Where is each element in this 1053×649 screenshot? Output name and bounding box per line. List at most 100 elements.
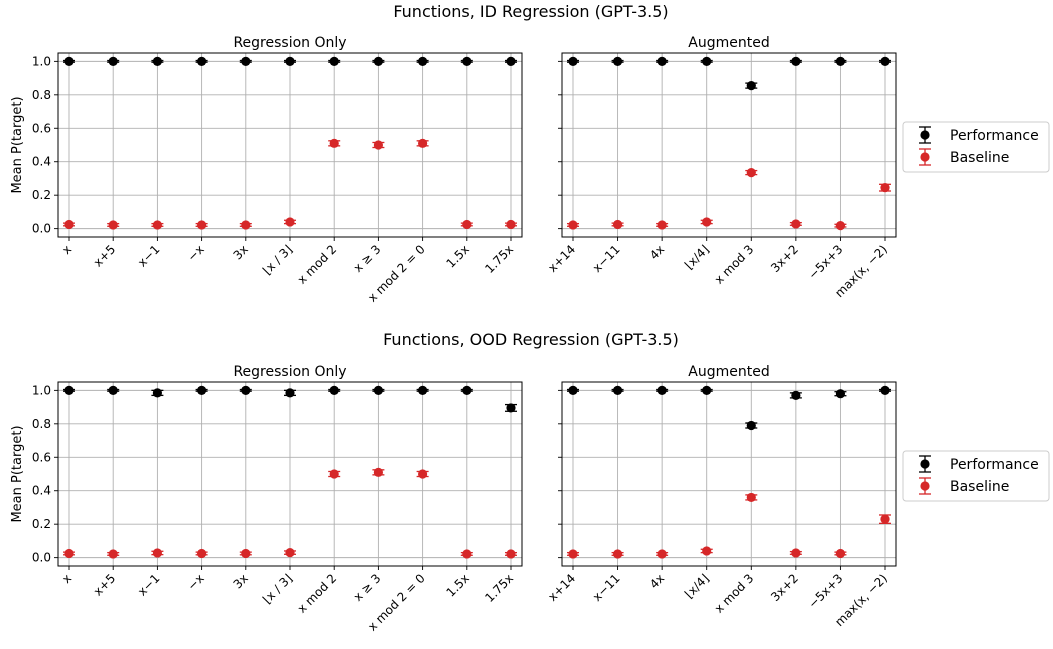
baseline-point — [285, 217, 295, 227]
panel-3: Regression Only 0.0 0.2 0.4 0.6 0.8 1.0 x x+5 x−1… — [10, 364, 523, 634]
x-tick-label: x mod 3 — [712, 242, 757, 287]
x-tick-label: 1.5x — [444, 571, 472, 599]
x-tick-label: −5x+3 — [806, 571, 846, 611]
baseline-point — [462, 549, 472, 559]
x-tick-label: −x — [185, 571, 207, 593]
y-tick-label: 0.6 — [32, 450, 51, 464]
performance-point — [64, 56, 74, 66]
baseline-point — [702, 217, 712, 227]
x-tick-label: 4x — [647, 242, 667, 262]
performance-point — [612, 56, 623, 66]
x-tick-label: x−11 — [590, 242, 623, 275]
y-axis-label: Mean P(target) — [10, 96, 25, 193]
performance-point — [285, 388, 295, 398]
y-tick-label: 0.8 — [32, 88, 51, 102]
baseline-point — [791, 219, 801, 229]
x-tick-label: 3x+2 — [768, 242, 801, 275]
x-tick-label: ⌊x/4⌋ — [682, 242, 712, 272]
x-tick-label: x−1 — [135, 571, 162, 598]
baseline-point — [241, 548, 251, 559]
baseline-point — [506, 219, 516, 230]
baseline-point — [285, 548, 295, 558]
x-tick-label: ⌊x / 3⌋ — [260, 571, 295, 606]
performance-point — [791, 56, 801, 66]
legend-2: Performance Baseline — [902, 450, 1050, 502]
x-tick-label: x ≥ 3 — [351, 242, 384, 275]
performance-point — [880, 56, 890, 66]
performance-point — [373, 56, 383, 66]
baseline-point — [241, 220, 251, 230]
legend-performance-label: Performance — [950, 128, 1039, 144]
x-tick-label: x mod 2 — [295, 571, 340, 616]
baseline-point — [612, 219, 623, 230]
axes-frame — [57, 381, 523, 567]
baseline-point — [64, 219, 74, 230]
legend-frame — [902, 450, 1050, 502]
x-tick-label: x+14 — [545, 242, 578, 275]
panel-title: Augmented — [688, 35, 769, 51]
baseline-point — [657, 549, 667, 559]
baseline-point — [880, 514, 890, 524]
panel-title: Regression Only — [233, 35, 346, 51]
baseline-point — [329, 469, 339, 479]
performance-point — [657, 385, 667, 395]
baseline-point — [880, 183, 890, 193]
performance-point — [835, 56, 846, 66]
y-tick-label: 0.8 — [32, 417, 51, 431]
legend-performance-label: Performance — [950, 457, 1039, 473]
x-tick-label: 1.75x — [482, 242, 516, 276]
performance-point — [329, 56, 339, 66]
performance-point — [418, 56, 428, 66]
x-tick-label: 3x — [231, 242, 251, 262]
performance-point — [241, 56, 251, 66]
x-tick-label: 4x — [647, 571, 667, 591]
baseline-point — [197, 220, 207, 230]
performance-point — [506, 56, 516, 66]
x-tick-label: 3x — [231, 571, 251, 591]
y-tick-label: 0.0 — [32, 222, 51, 236]
performance-point — [197, 385, 207, 395]
performance-point — [64, 385, 74, 395]
panel-2: Augmented x+14 x−11 4x ⌊x/4⌋ x mod 3 3x+2 −5x+3… — [545, 35, 897, 300]
baseline-point — [835, 221, 846, 231]
y-tick-label: 0.2 — [32, 188, 51, 202]
baseline-point — [462, 219, 472, 230]
performance-point — [373, 385, 383, 395]
baseline-point — [152, 548, 162, 558]
legend-baseline-label: Baseline — [950, 150, 1009, 166]
performance-point — [702, 56, 712, 66]
baseline-point — [418, 138, 428, 148]
baseline-point — [329, 138, 339, 148]
baseline-point — [418, 469, 428, 479]
performance-point — [462, 56, 472, 66]
legend-performance-marker — [920, 459, 930, 469]
x-tick-label: x — [59, 242, 74, 257]
performance-point — [568, 385, 578, 395]
baseline-point — [108, 549, 118, 559]
x-tick-label: x+14 — [545, 571, 578, 604]
axes-frame — [561, 381, 897, 567]
x-tick-label: x−11 — [590, 571, 623, 604]
performance-point — [746, 420, 756, 431]
baseline-point — [791, 548, 801, 558]
performance-point — [197, 56, 207, 66]
baseline-point — [64, 548, 74, 559]
x-tick-label: x+5 — [91, 571, 118, 598]
panel-title: Augmented — [688, 364, 769, 380]
performance-point — [657, 56, 667, 66]
performance-point — [462, 385, 472, 395]
performance-point — [241, 385, 251, 395]
panel-1: Regression Only 0.0 0.2 0.4 0.6 0.8 1.0 x x+5 x−1… — [10, 35, 523, 305]
x-tick-label: x ≥ 3 — [351, 571, 384, 604]
baseline-point — [152, 220, 162, 230]
x-tick-label: ⌊x/4⌋ — [682, 571, 712, 601]
legend-baseline-marker — [920, 152, 930, 162]
x-tick-label: x — [59, 571, 74, 586]
panel-4: Augmented x+14 x−11 4x ⌊x/4⌋ x mod 3 3x+2 −5x+3… — [545, 364, 897, 629]
x-tick-label: ⌊x / 3⌋ — [260, 242, 295, 277]
row-title-ood: Functions, OOD Regression (GPT-3.5) — [383, 330, 679, 349]
legend-frame — [902, 121, 1050, 173]
performance-point — [612, 385, 623, 395]
